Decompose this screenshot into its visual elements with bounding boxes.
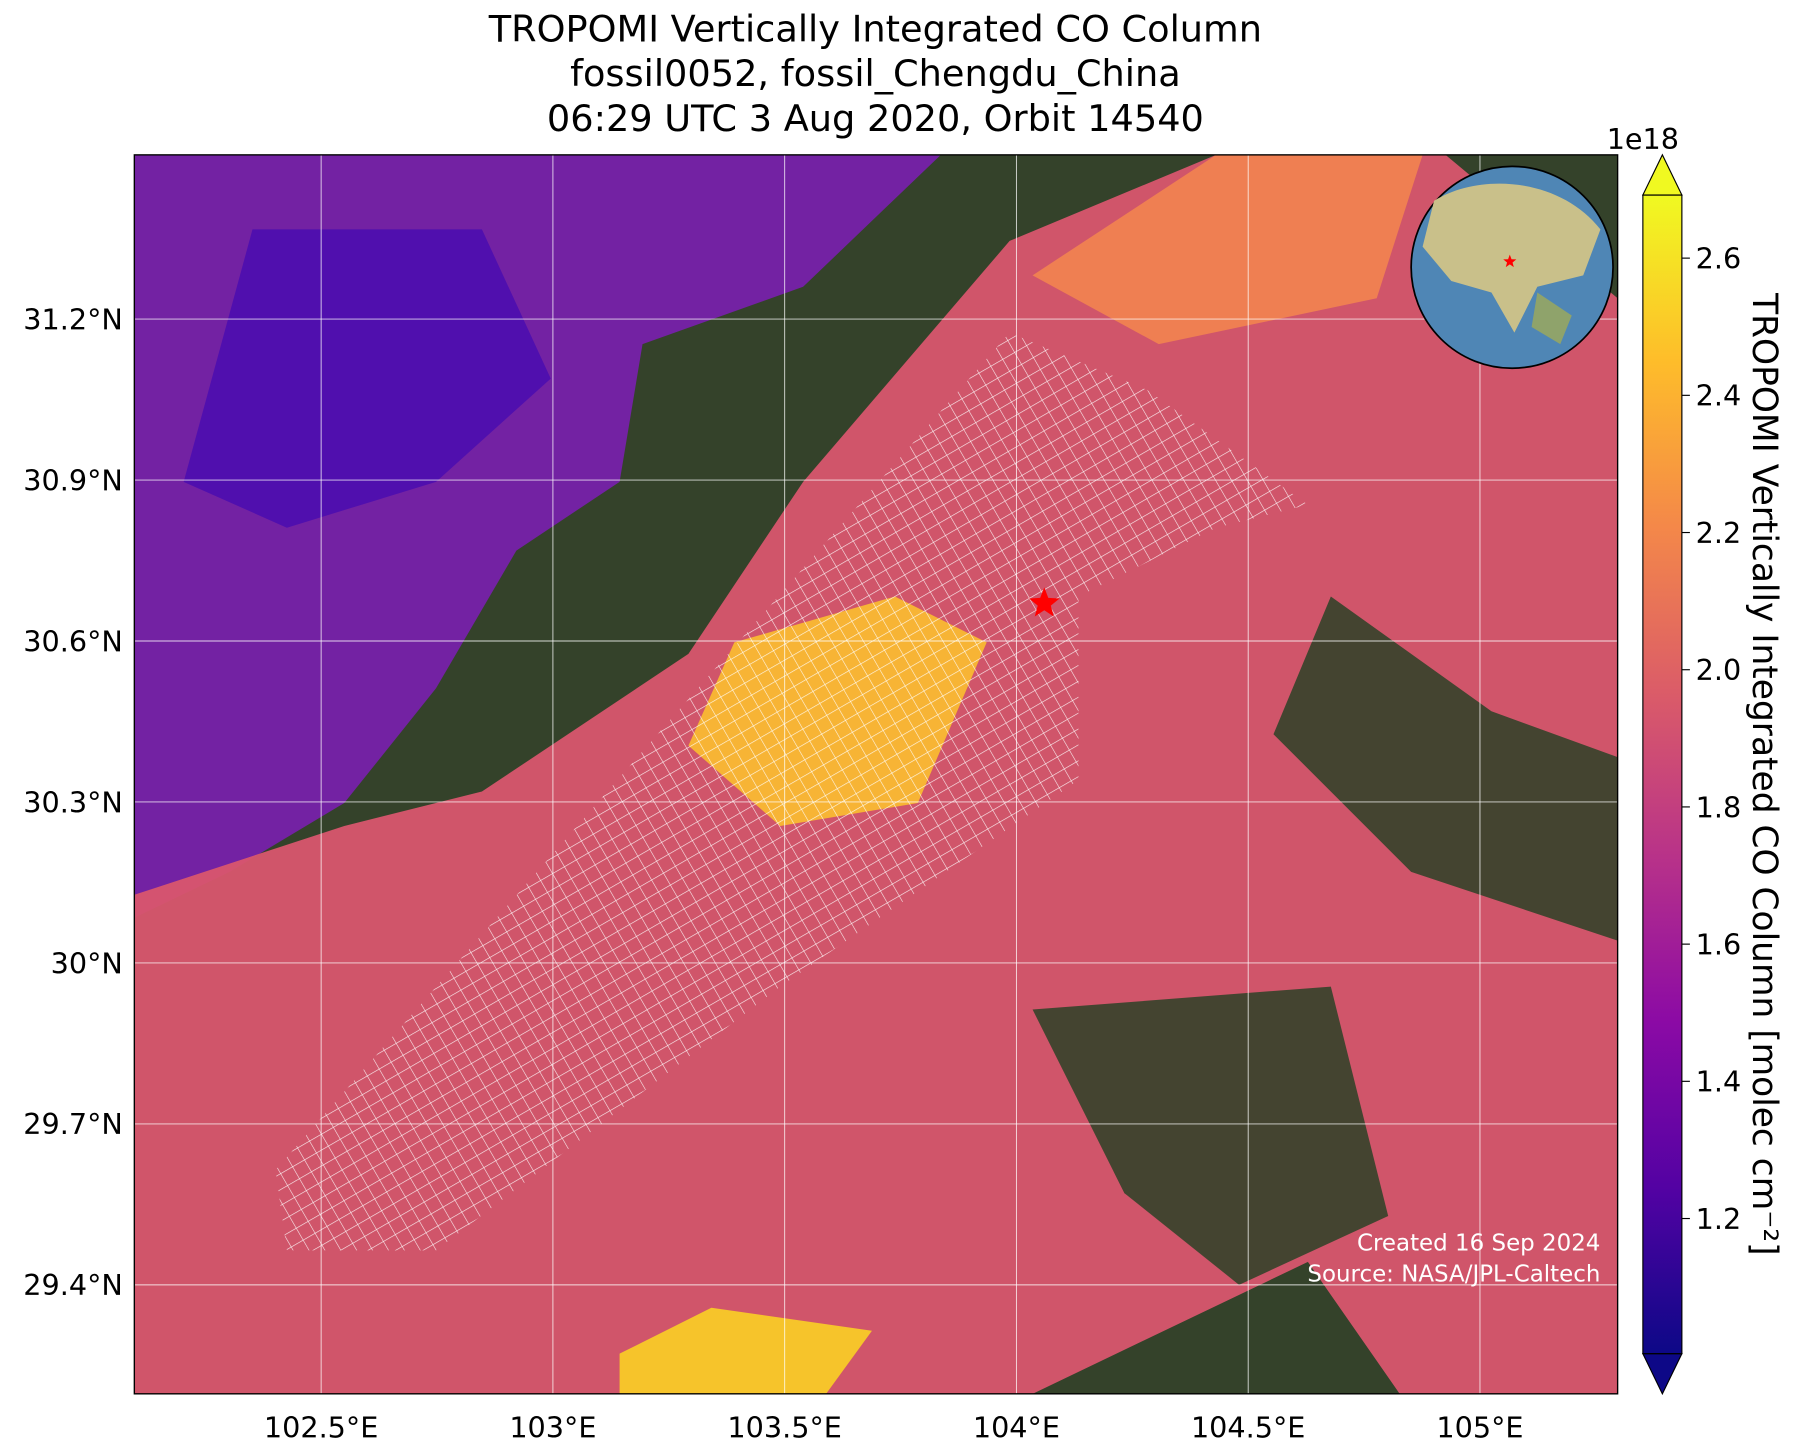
title-line: TROPOMI Vertically Integrated CO Column [488, 7, 1262, 50]
colorbar: 1.2 1.4 1.6 1.8 2.0 2.2 2.4 2.6 [1641, 153, 1742, 1396]
colorbar-extend [1641, 153, 1683, 196]
x-tick-label: 103°E [509, 1410, 596, 1442]
credit: Source: NASA/JPL-Caltech [1307, 1261, 1600, 1287]
x-tick-label: 102.5°E [264, 1410, 378, 1442]
title-line: 06:29 UTC 3 Aug 2020, Orbit 14540 [547, 97, 1204, 140]
colorbar-tick-label: 2.4 [1696, 379, 1742, 413]
x-tick-label: 105°E [1436, 1410, 1523, 1442]
high-co-region [619, 1307, 872, 1394]
colorbar-extend [1641, 1353, 1683, 1396]
site-marker [1029, 587, 1060, 617]
credit: Created 16 Sep 2024 [1357, 1230, 1600, 1256]
colorbar-tick-label: 2.2 [1696, 516, 1742, 550]
colorbar-body [1642, 195, 1682, 1354]
colorbar-frame [1642, 194, 1683, 1355]
inset-marker [1503, 254, 1517, 268]
colorbar-tick-label: 1.4 [1696, 1065, 1742, 1099]
x-tick-label: 103.5°E [727, 1410, 841, 1442]
terrain [1032, 986, 1389, 1285]
y-tick-label: 30.6°N [23, 624, 123, 658]
map-imagery [134, 154, 1618, 1394]
y-tick-label: 30°N [51, 946, 123, 980]
grid [134, 154, 1618, 1394]
colorbar-tick-label: 1.2 [1696, 1202, 1742, 1236]
globe-land [1531, 292, 1572, 345]
x-tick-label: 104°E [973, 1410, 1060, 1442]
globe-land [1422, 183, 1601, 333]
high-co-region [1032, 154, 1423, 345]
colorbar-tick-label: 2.6 [1696, 241, 1742, 275]
terrain [1273, 596, 1618, 941]
plume-footprint [275, 332, 1308, 1251]
colorbar-tick-label: 1.8 [1696, 790, 1742, 824]
y-tick-label: 29.4°N [23, 1268, 123, 1302]
map-frame [133, 154, 1619, 1395]
x-tick-label: 104.5°E [1191, 1410, 1305, 1442]
colorbar-offset: 1e18 [1607, 122, 1679, 156]
low-co-region [183, 229, 551, 528]
colorbar-tick-label: 1.6 [1696, 927, 1742, 961]
y-tick-label: 29.7°N [23, 1107, 123, 1141]
inset-globe [1410, 165, 1614, 370]
y-tick-label: 30.3°N [23, 785, 123, 819]
colorbar-tick-label: 2.0 [1696, 653, 1742, 687]
y-tick-label: 31.2°N [23, 302, 123, 336]
colorbar-label: TROPOMI Vertically Integrated CO Column … [1744, 292, 1784, 1255]
title-line: fossil0052, fossil_Chengdu_China [570, 52, 1181, 95]
y-tick-label: 30.9°N [23, 463, 123, 497]
